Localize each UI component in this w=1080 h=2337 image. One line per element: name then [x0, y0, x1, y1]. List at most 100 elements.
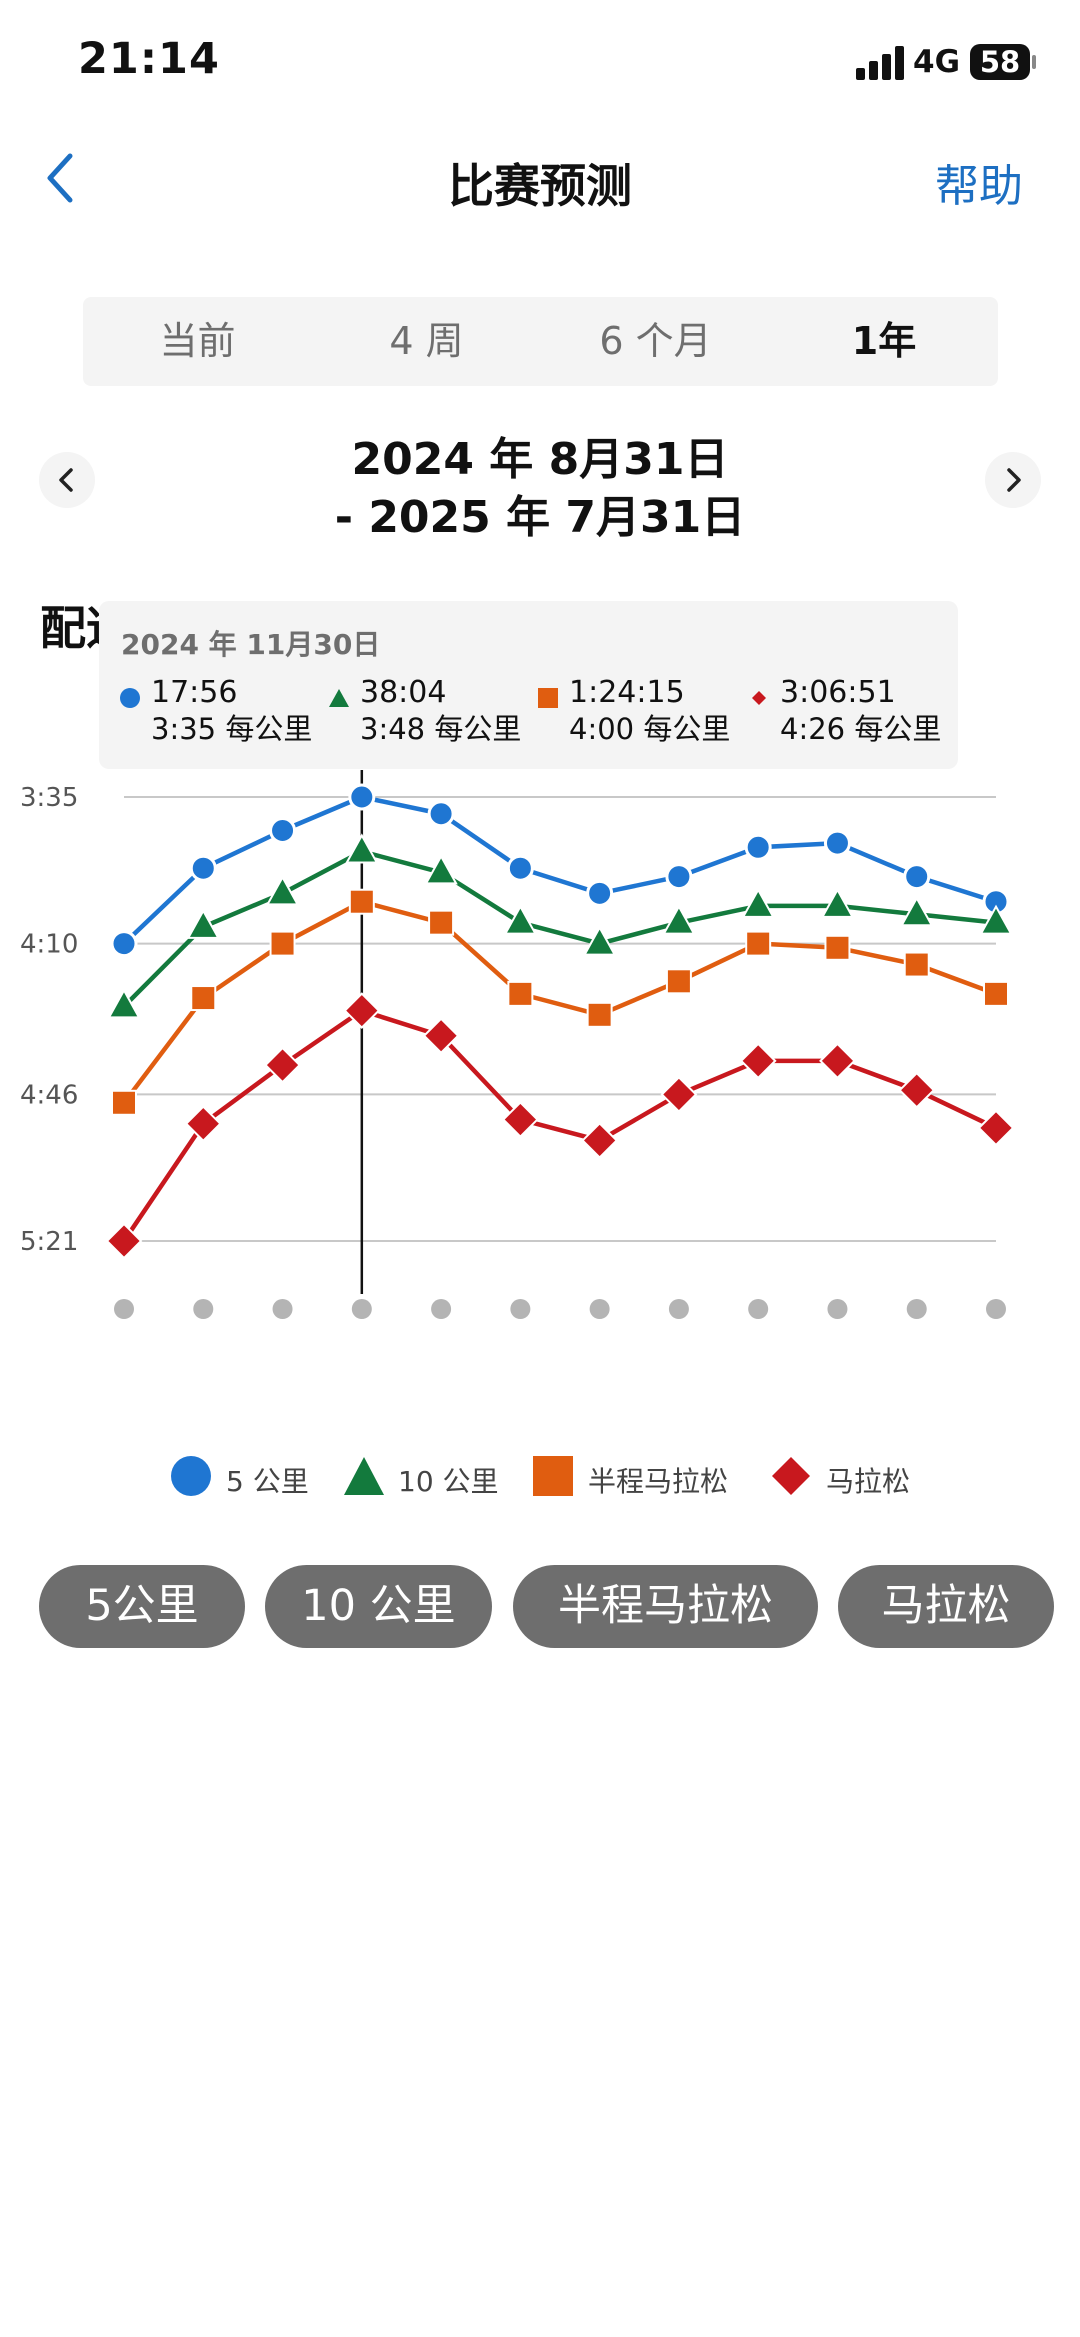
x-tick-label: 11月30日 [348, 1326, 377, 1440]
square-marker-icon [538, 687, 558, 708]
y-tick-label: 4:46 [20, 1080, 78, 1110]
y-tick-label: 3:35 [20, 783, 78, 813]
tooltip-5k-time: 17:56 [151, 675, 238, 710]
data-point [977, 1109, 1015, 1147]
tab-current[interactable]: 当前 [159, 319, 236, 363]
x-tick-label: 7月31日 [982, 1326, 1011, 1424]
x-tick-label: 1月31日 [506, 1326, 535, 1424]
chart-tooltip: 2024 年 11月30日 17:56 3:35 每公里 38:04 3:48 … [99, 601, 958, 769]
status-time: 21:14 [78, 34, 220, 84]
back-button[interactable] [36, 148, 86, 208]
data-point [586, 1001, 613, 1028]
tooltip-10k-time: 38:04 [360, 675, 447, 710]
pill-marathon[interactable]: 马拉松 [838, 1565, 1054, 1648]
x-axis-dot [827, 1299, 848, 1319]
data-point [820, 887, 855, 918]
x-axis-dot [748, 1299, 769, 1319]
x-tick-label: 6月30日 [903, 1326, 932, 1424]
date-range-start: 2024 年 8月31日 [351, 434, 729, 485]
data-point [665, 968, 692, 995]
page-title: 比赛预测 [448, 159, 632, 213]
data-point [744, 833, 772, 861]
data-point [665, 863, 693, 891]
tooltip-half-pace: 4:00 每公里 [569, 712, 731, 746]
data-point [903, 951, 930, 978]
legend-5k-marker [171, 1456, 211, 1496]
tooltip-5k-pace: 3:35 每公里 [151, 712, 313, 746]
data-point [898, 1071, 936, 1109]
tooltip-marathon-pace: 4:26 每公里 [780, 712, 942, 746]
battery-icon: 58 [970, 44, 1030, 80]
chevron-right-icon [1007, 468, 1021, 492]
data-point [184, 1105, 222, 1143]
tooltip-item-half-marathon: 1:24:15 4:00 每公里 [537, 676, 730, 748]
data-point [582, 925, 617, 956]
data-point [107, 988, 141, 1019]
data-point [264, 1046, 301, 1084]
pace-line-chart[interactable]: 3:35 4:10 4:46 5:21 8月31日 9月30日 10月31日 11月30日 12… [0, 580, 1080, 1480]
tab-4-weeks[interactable]: 4 周 [389, 319, 464, 363]
series-line [122, 849, 997, 1009]
pill-5k[interactable]: 5公里 [39, 1565, 245, 1648]
x-axis-dot [193, 1299, 214, 1319]
diamond-marker-icon [752, 690, 766, 705]
data-point [581, 1122, 619, 1159]
legend-marathon-label: 马拉松 [826, 1465, 911, 1498]
data-point [739, 1042, 777, 1080]
x-axis-dot [431, 1299, 452, 1319]
x-axis-dot [906, 1299, 927, 1319]
data-point [343, 992, 381, 1030]
x-tick-label: 2月28日 [586, 1326, 615, 1424]
triangle-marker-icon [329, 688, 349, 707]
tooltip-date: 2024 年 11月30日 [121, 628, 381, 661]
data-point [269, 930, 296, 957]
tooltip-item-10k: 38:04 3:48 每公里 [328, 676, 521, 748]
range-segmented-control: 当前 4 周 6 个月 1年 [83, 297, 998, 386]
data-point [507, 980, 534, 1007]
data-point [903, 863, 931, 891]
previous-range-button[interactable] [39, 452, 95, 508]
data-point [979, 904, 1013, 935]
pill-10k[interactable]: 10 公里 [265, 1565, 492, 1648]
data-point [741, 887, 775, 918]
series-line [122, 794, 997, 946]
x-tick-label: 8月31日 [110, 1326, 139, 1424]
data-point [110, 930, 138, 958]
legend-10k-marker [344, 1457, 384, 1495]
data-point [819, 1042, 856, 1080]
tooltip-marathon-time: 3:06:51 [780, 675, 896, 710]
pill-half-marathon[interactable]: 半程马拉松 [513, 1565, 818, 1648]
data-point [265, 875, 300, 906]
data-point [190, 985, 217, 1012]
chevron-left-icon [59, 468, 73, 492]
data-point [586, 879, 614, 907]
circle-marker-icon [120, 687, 140, 708]
date-range-end: - 2025 年 7月31日 [334, 492, 746, 543]
data-point [823, 829, 851, 857]
battery-tip [1032, 55, 1036, 69]
next-range-button[interactable] [985, 452, 1041, 508]
data-point [900, 896, 934, 927]
series-line [122, 899, 997, 1105]
data-point [186, 908, 220, 939]
data-point [105, 1222, 143, 1260]
x-axis-dot [272, 1299, 293, 1319]
x-tick-label: 9月30日 [189, 1326, 218, 1424]
tooltip-item-marathon: 3:06:51 4:26 每公里 [748, 676, 941, 748]
help-button[interactable]: 帮助 [935, 161, 1023, 212]
legend-marathon-marker [772, 1457, 810, 1495]
tab-6-months[interactable]: 6 个月 [599, 319, 712, 363]
x-axis-dot [351, 1299, 372, 1319]
tooltip-10k-pace: 3:48 每公里 [360, 712, 522, 746]
chevron-left-icon [47, 153, 73, 203]
data-point [824, 934, 851, 961]
x-axis-dot [668, 1299, 689, 1319]
network-type: 4G [913, 44, 961, 80]
x-axis-dot [986, 1299, 1006, 1319]
tab-1-year[interactable]: 1年 [851, 319, 917, 363]
data-point [506, 854, 534, 882]
data-point [503, 904, 538, 935]
legend-half-label: 半程马拉松 [588, 1465, 729, 1498]
series-line [122, 1008, 997, 1243]
data-point [660, 1075, 698, 1113]
